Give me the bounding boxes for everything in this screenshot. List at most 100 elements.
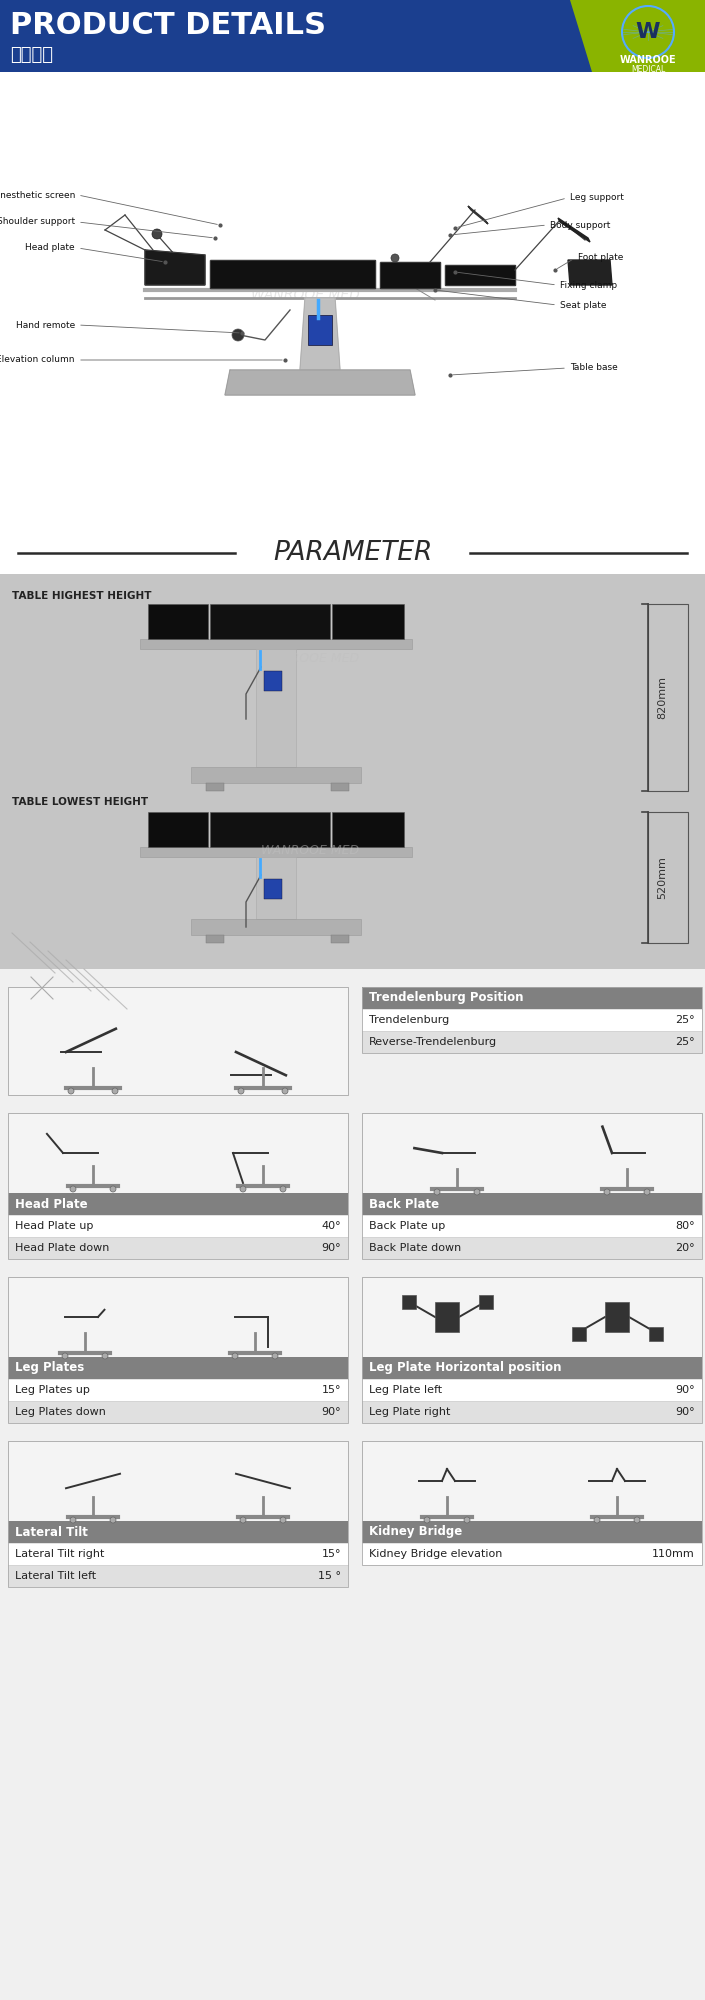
- Bar: [8, 1356, 348, 1380]
- Polygon shape: [468, 206, 488, 224]
- Bar: [0, 532, 705, 574]
- Bar: [8, 1440, 348, 1588]
- Circle shape: [272, 1352, 278, 1360]
- Text: Leg Plate right: Leg Plate right: [369, 1408, 450, 1416]
- Polygon shape: [210, 260, 375, 288]
- Bar: [362, 1192, 702, 1214]
- Bar: [479, 1296, 493, 1308]
- Bar: [8, 1112, 348, 1192]
- Bar: [362, 1278, 702, 1424]
- Bar: [210, 604, 330, 640]
- Bar: [362, 1008, 702, 1032]
- Bar: [362, 1400, 702, 1424]
- Bar: [8, 1236, 348, 1260]
- Bar: [362, 1544, 702, 1564]
- Bar: [572, 1328, 586, 1340]
- Bar: [256, 856, 296, 920]
- Text: WANROOE MED: WANROOE MED: [261, 844, 359, 856]
- Bar: [332, 812, 404, 848]
- Bar: [140, 848, 412, 856]
- Bar: [148, 812, 208, 848]
- Bar: [402, 1296, 416, 1308]
- Text: Back Plate: Back Plate: [369, 1198, 439, 1210]
- Text: Back Plate down: Back Plate down: [369, 1242, 461, 1252]
- Text: Leg Plates down: Leg Plates down: [15, 1408, 106, 1416]
- Text: W: W: [636, 22, 661, 42]
- Text: Head plate: Head plate: [25, 244, 75, 252]
- Circle shape: [391, 254, 399, 262]
- Circle shape: [464, 1516, 470, 1524]
- Text: Leg Plates up: Leg Plates up: [15, 1384, 90, 1396]
- Circle shape: [280, 1516, 286, 1524]
- Bar: [362, 1278, 702, 1356]
- Text: Lateral Tilt: Lateral Tilt: [15, 1526, 88, 1538]
- Circle shape: [102, 1352, 108, 1360]
- Bar: [8, 1192, 348, 1214]
- Bar: [8, 1400, 348, 1424]
- Bar: [264, 672, 282, 692]
- Polygon shape: [445, 264, 515, 284]
- Text: Kidney Bridge: Kidney Bridge: [369, 1526, 462, 1538]
- Text: Lateral Tilt left: Lateral Tilt left: [15, 1572, 96, 1580]
- Bar: [264, 880, 282, 900]
- Text: MEDICAL: MEDICAL: [631, 64, 665, 74]
- Bar: [8, 1278, 348, 1356]
- Bar: [362, 1440, 702, 1520]
- Text: WANROOE MED: WANROOE MED: [250, 288, 360, 302]
- Text: 90°: 90°: [321, 1408, 341, 1416]
- Text: 90°: 90°: [675, 1408, 695, 1416]
- Bar: [362, 986, 702, 1008]
- Bar: [256, 648, 296, 766]
- Circle shape: [240, 1186, 246, 1192]
- Text: TABLE LOWEST HEIGHT: TABLE LOWEST HEIGHT: [12, 796, 148, 806]
- Bar: [331, 936, 349, 944]
- Text: TABLE HIGHEST HEIGHT: TABLE HIGHEST HEIGHT: [12, 592, 152, 600]
- Bar: [648, 604, 688, 790]
- Text: 110mm: 110mm: [652, 1548, 695, 1560]
- Bar: [0, 574, 705, 970]
- Circle shape: [70, 1186, 76, 1192]
- Text: Leg Plates: Leg Plates: [15, 1362, 85, 1374]
- Bar: [362, 1032, 702, 1052]
- Bar: [362, 986, 702, 1052]
- Text: Head Plate up: Head Plate up: [15, 1220, 93, 1230]
- Text: Fixing clamp: Fixing clamp: [560, 280, 617, 290]
- Text: PRODUCT DETAILS: PRODUCT DETAILS: [10, 12, 326, 40]
- Circle shape: [604, 1188, 610, 1194]
- Circle shape: [110, 1516, 116, 1524]
- Circle shape: [70, 1516, 76, 1524]
- Circle shape: [62, 1352, 68, 1360]
- Text: Leg support: Leg support: [570, 194, 624, 202]
- Text: WANROOE: WANROOE: [620, 54, 676, 64]
- Text: 90°: 90°: [675, 1384, 695, 1396]
- Circle shape: [434, 1188, 440, 1194]
- Text: Kidney Bridge elevation: Kidney Bridge elevation: [369, 1548, 503, 1560]
- Text: 40°: 40°: [321, 1220, 341, 1230]
- Text: Leg Plate left: Leg Plate left: [369, 1384, 442, 1396]
- Bar: [8, 1564, 348, 1588]
- Bar: [206, 936, 224, 944]
- Text: 25°: 25°: [675, 1036, 695, 1048]
- Text: 20°: 20°: [675, 1242, 695, 1252]
- Bar: [362, 1112, 702, 1260]
- Text: Shoulder support: Shoulder support: [0, 218, 75, 226]
- Text: Leg Plate Horizontal position: Leg Plate Horizontal position: [369, 1362, 561, 1374]
- Text: Elevation column: Elevation column: [0, 356, 75, 364]
- Bar: [148, 604, 208, 640]
- Text: Lateral Tilt right: Lateral Tilt right: [15, 1548, 104, 1560]
- Text: Anesthetic screen: Anesthetic screen: [0, 190, 75, 200]
- Text: PARAMETER: PARAMETER: [273, 540, 432, 566]
- Circle shape: [232, 1352, 238, 1360]
- Text: Hand remote: Hand remote: [16, 320, 75, 330]
- Bar: [8, 1278, 348, 1424]
- Bar: [8, 986, 348, 1096]
- Polygon shape: [300, 298, 340, 370]
- Circle shape: [112, 1088, 118, 1094]
- Text: Body support: Body support: [550, 220, 611, 230]
- Bar: [0, 0, 705, 72]
- Bar: [8, 1380, 348, 1400]
- Bar: [362, 1520, 702, 1544]
- Bar: [0, 970, 705, 2000]
- Bar: [191, 766, 361, 782]
- Bar: [648, 812, 688, 944]
